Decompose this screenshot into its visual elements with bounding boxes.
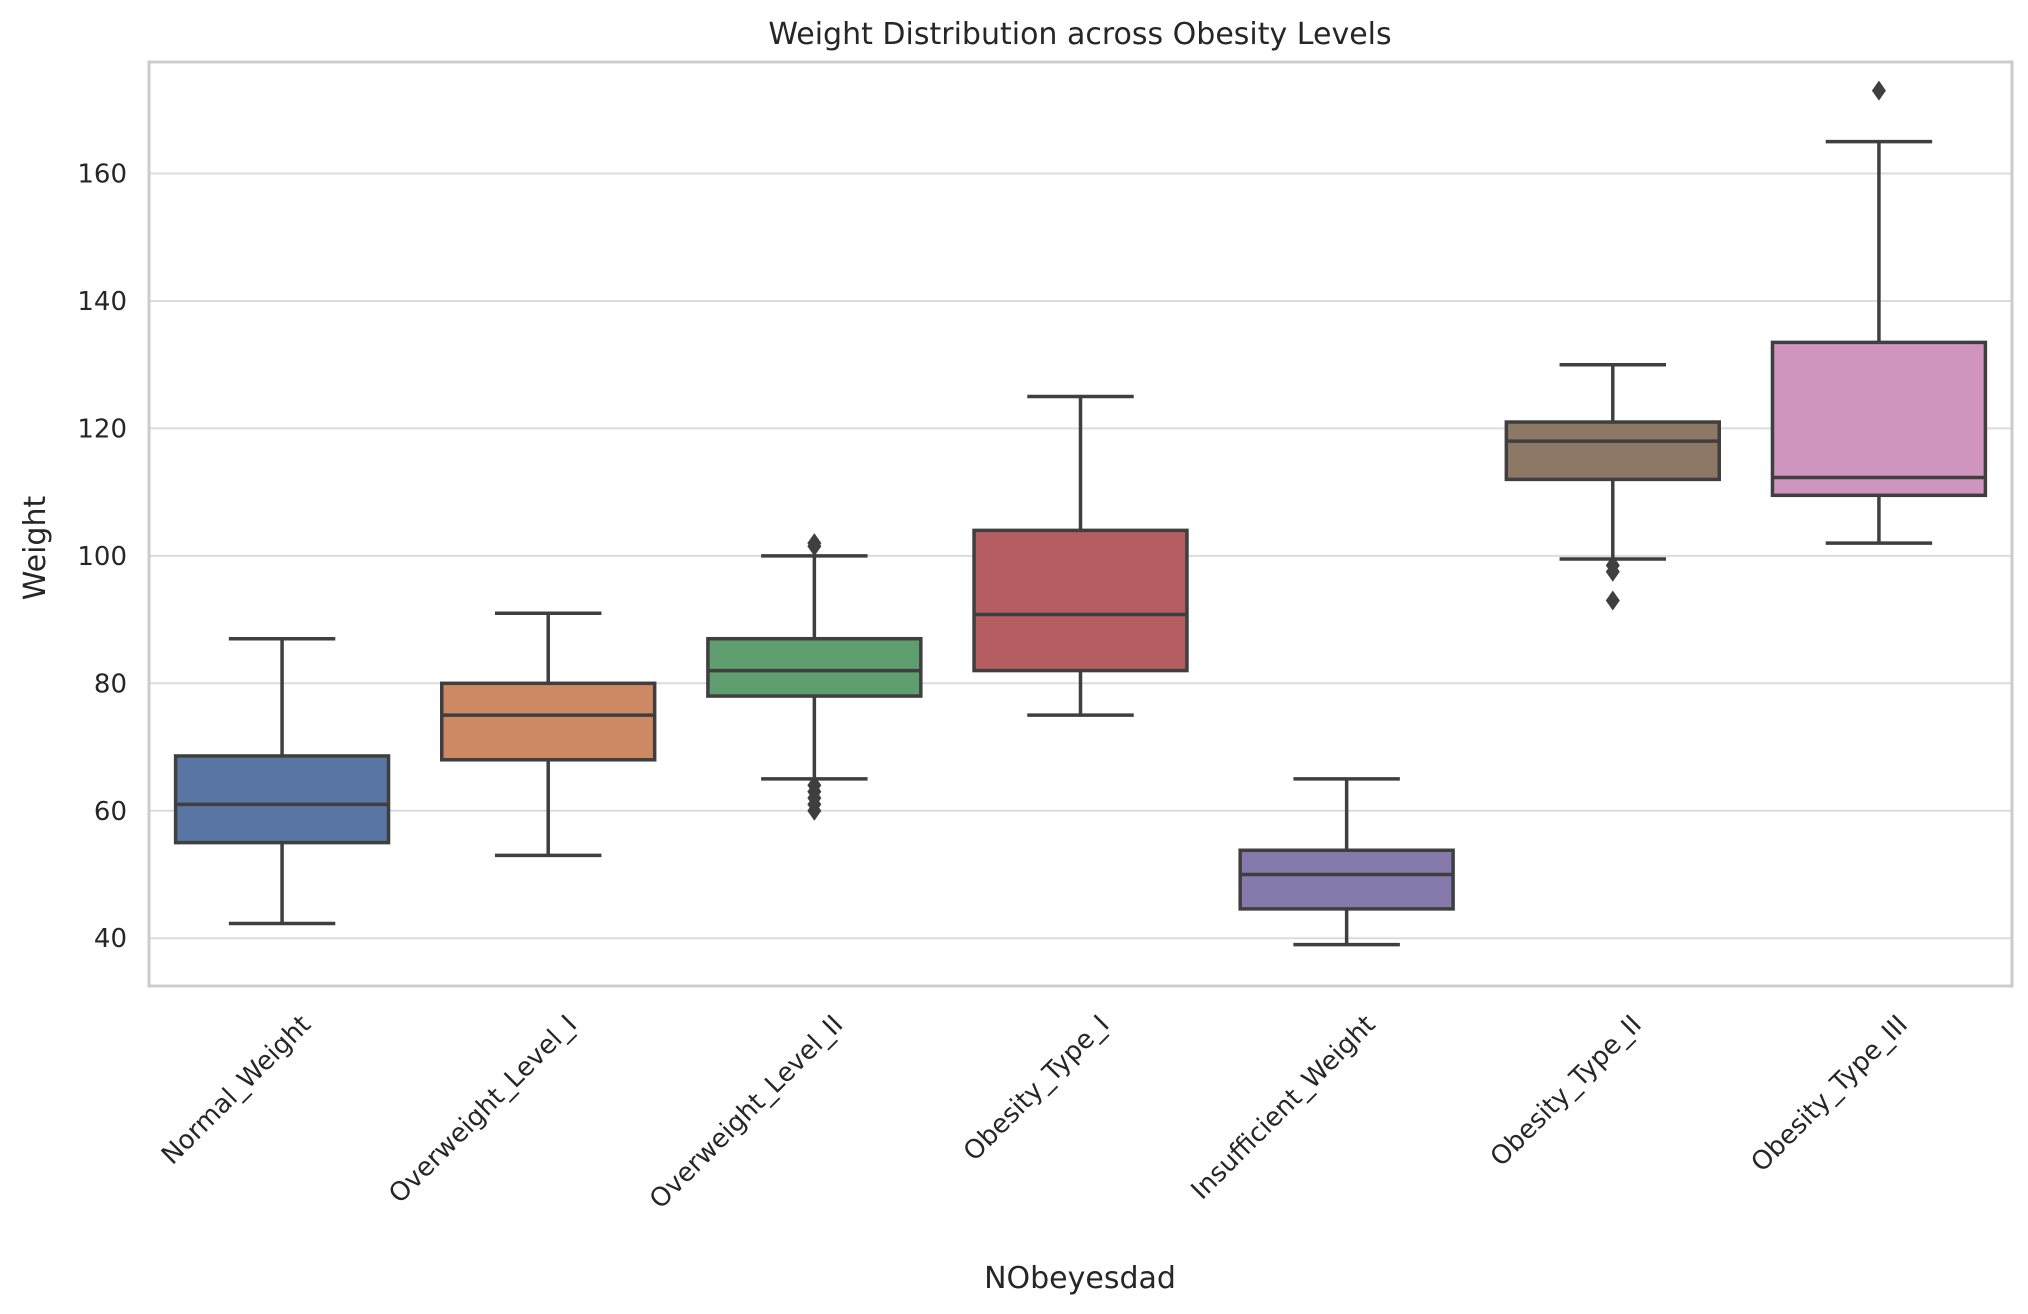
x-tick-label-Obesity_Type_II: Obesity_Type_II [1485,1010,1648,1173]
box-Normal_Weight [173,636,391,926]
box-Overweight_Level_I [440,611,657,858]
chart-title: Weight Distribution across Obesity Level… [768,17,1391,52]
x-tick-label-Obesity_Type_III: Obesity_Type_III [1746,1010,1914,1178]
outlier-point [807,775,822,796]
box-Overweight_Level_II [706,533,923,821]
y-tick-label-160: 160 [77,160,127,190]
iqr-box [440,681,657,762]
y-axis-label: Weight [18,496,53,601]
box-Obesity_Type_III [1770,80,1988,545]
x-axis-label: NObeyesdad [984,1261,1176,1296]
iqr-box [706,636,923,698]
iqr-box [173,754,391,845]
x-tick-label-Obesity_Type_I: Obesity_Type_I [958,1010,1115,1167]
box-Obesity_Type_I [972,394,1189,717]
iqr-box [1504,420,1721,482]
x-tick-label-Overweight_Level_II: Overweight_Level_II [644,1010,849,1215]
iqr-box [1238,848,1455,911]
box-Obesity_Type_II [1504,362,1721,611]
y-tick-label-120: 120 [77,414,127,444]
y-tick-label-100: 100 [77,542,127,572]
outlier-point [1605,590,1620,611]
x-tick-labels: Normal_Weight Overweight_Level_I Overweigh… [156,1010,1914,1215]
iqr-box [972,528,1189,673]
box-layer [173,80,1988,947]
box-Insufficient_Weight [1238,777,1455,947]
x-tick-label-Insufficient_Weight: Insufficient_Weight [1186,1010,1382,1206]
x-tick-label-Overweight_Level_I: Overweight_Level_I [383,1010,583,1210]
y-tick-labels: 40 60 80 100 120 140 160 [77,160,127,955]
y-tick-label-60: 60 [94,797,127,827]
y-tick-label-40: 40 [94,924,127,954]
x-tick-label-Normal_Weight: Normal_Weight [156,1010,317,1171]
outlier-point [1871,80,1886,101]
y-tick-label-80: 80 [94,669,127,699]
outlier-point [1605,555,1620,576]
outlier-point [807,533,822,554]
y-tick-label-140: 140 [77,287,127,317]
plot-frame [147,60,2014,988]
iqr-box [1770,340,1988,498]
